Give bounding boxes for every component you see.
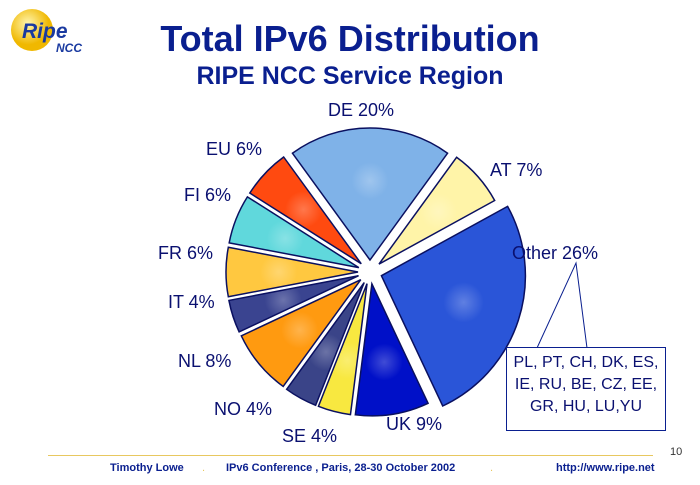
pie-slice-eu — [248, 155, 362, 265]
pie-slice-fr — [225, 246, 359, 298]
pie-slice-at — [378, 156, 496, 265]
label-se: SE 4% — [282, 426, 338, 446]
pie-slice-no — [285, 282, 365, 407]
footer-separator: . — [490, 462, 494, 474]
label-nl: NL 8% — [178, 351, 232, 371]
logo-globe-icon: Ripe NCC — [11, 9, 82, 55]
svg-text:Ripe: Ripe — [22, 20, 68, 43]
pie-slice-uk — [354, 281, 430, 417]
chart-title: Total IPv6 Distribution — [160, 18, 540, 59]
label-at: AT 7% — [490, 160, 543, 180]
pie-slice-nl — [240, 278, 362, 388]
page-number: 10 — [670, 446, 683, 458]
pie-slice-fi — [228, 195, 360, 269]
pie-slice-other — [380, 205, 527, 408]
pie-slice-se — [317, 283, 368, 416]
footer-separator: . — [202, 462, 206, 474]
label-eu: EU 6% — [206, 139, 263, 159]
pie-slice-it — [228, 274, 359, 333]
pie-slice-de — [291, 127, 449, 262]
label-fr: FR 6% — [158, 243, 214, 263]
label-de: DE 20% — [328, 100, 395, 120]
other-countries-callout: PL, PT, CH, DK, ES, IE, RU, BE, CZ, EE, … — [506, 347, 666, 431]
label-other: Other 26% — [512, 243, 599, 263]
label-uk: UK 9% — [386, 414, 443, 434]
footer-author: Timothy Lowe — [110, 462, 184, 474]
label-it: IT 4% — [168, 292, 215, 312]
label-no: NO 4% — [214, 399, 273, 419]
label-fi: FI 6% — [184, 185, 232, 205]
chart-subtitle: RIPE NCC Service Region — [196, 62, 504, 90]
footer-divider — [48, 455, 653, 456]
svg-text:NCC: NCC — [56, 41, 82, 55]
footer-event: IPv6 Conference , Paris, 28-30 October 2… — [226, 462, 456, 474]
footer-url[interactable]: http://www.ripe.net — [556, 462, 655, 474]
ripe-ncc-logo: Ripe NCC — [8, 6, 88, 56]
